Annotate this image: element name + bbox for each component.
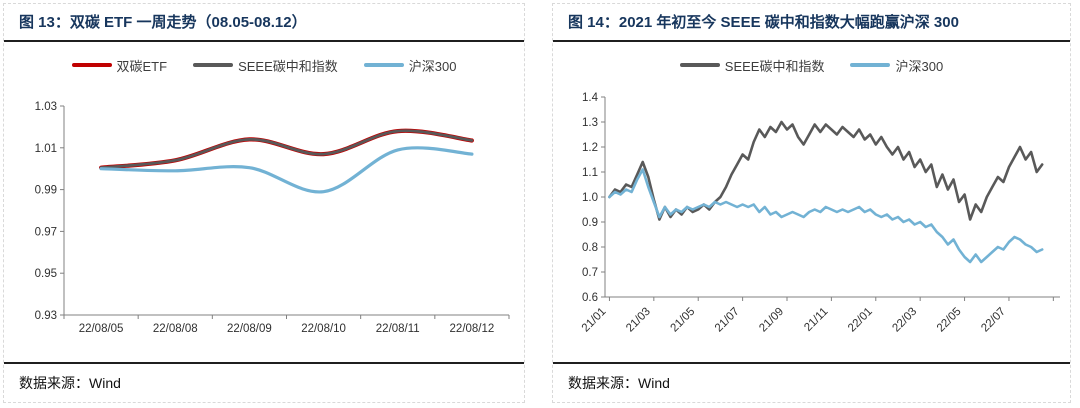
svg-text:22/08/08: 22/08/08	[153, 323, 198, 335]
svg-text:21/07: 21/07	[713, 306, 742, 335]
legend-line-swatch	[363, 63, 404, 67]
svg-text:22/08/09: 22/08/09	[227, 323, 272, 335]
figure-13-data-source: 数据来源：Wind	[4, 362, 524, 402]
figure-14-title: 图 14：2021 年初至今 SEEE 碳中和指数大幅跑赢沪深 300	[553, 4, 1070, 42]
svg-text:22/05: 22/05	[935, 306, 964, 335]
figure-14-panel: 图 14：2021 年初至今 SEEE 碳中和指数大幅跑赢沪深 300 SEEE…	[552, 3, 1071, 403]
figure-14-chart-area: SEEE碳中和指数 沪深300 1.4 1.3 1.2 1.1 1.0 0.9 0.8 0.7 0…	[553, 42, 1070, 362]
legend-label: 沪深300	[895, 58, 944, 74]
svg-text:1.1: 1.1	[582, 167, 598, 179]
svg-text:0.99: 0.99	[35, 185, 57, 197]
legend-item: 沪深300	[850, 56, 943, 75]
legend-label: SEEE碳中和指数	[724, 58, 825, 74]
legend-line-swatch	[193, 63, 234, 67]
svg-text:0.95: 0.95	[35, 268, 57, 280]
svg-text:1.01: 1.01	[35, 143, 57, 155]
svg-text:0.97: 0.97	[35, 226, 57, 238]
svg-text:22/08/12: 22/08/12	[450, 323, 495, 335]
legend-item: 沪深300	[363, 56, 457, 75]
figure-13-panel: 图 13：双碳 ETF 一周走势（08.05-08.12） 双碳ETF SEEE碳…	[3, 3, 525, 403]
legend-line-swatch	[71, 63, 112, 67]
svg-text:22/08/11: 22/08/11	[376, 323, 420, 335]
figure-13-legend: 双碳ETF SEEE碳中和指数 沪深300	[4, 42, 524, 80]
figure-14-data-source: 数据来源：Wind	[553, 362, 1070, 402]
legend-item: SEEE碳中和指数	[193, 56, 338, 75]
svg-text:1.3: 1.3	[582, 117, 598, 129]
figure-13-title: 图 13：双碳 ETF 一周走势（08.05-08.12）	[4, 4, 524, 42]
svg-text:0.7: 0.7	[582, 267, 598, 279]
legend-line-swatch	[679, 63, 720, 67]
legend-item: 双碳ETF	[71, 56, 168, 75]
figure-13-line-chart: 1.03 1.01 0.99 0.97 0.95 0.93 22/08/05 22/08/08…	[35, 101, 510, 335]
svg-text:21/09: 21/09	[757, 306, 786, 335]
source-label: 数据来源：Wind	[19, 375, 121, 391]
svg-text:1.0: 1.0	[582, 192, 598, 204]
svg-text:21/01: 21/01	[580, 306, 609, 335]
svg-text:21/11: 21/11	[802, 306, 830, 334]
legend-label: 双碳ETF	[116, 58, 168, 74]
svg-text:22/08/10: 22/08/10	[301, 323, 346, 335]
legend-label: 沪深300	[408, 58, 457, 74]
legend-label: SEEE碳中和指数	[238, 58, 338, 74]
svg-text:22/01: 22/01	[846, 306, 875, 335]
figure-13-chart-area: 双碳ETF SEEE碳中和指数 沪深300 1.03 1.01 0.99 0.97 0.95…	[4, 42, 524, 362]
svg-text:21/03: 21/03	[624, 306, 653, 335]
svg-text:22/03: 22/03	[890, 306, 919, 335]
figure-14-legend: SEEE碳中和指数 沪深300	[553, 42, 1070, 80]
svg-text:0.6: 0.6	[582, 292, 598, 304]
svg-text:1.03: 1.03	[35, 101, 57, 113]
svg-text:22/08/05: 22/08/05	[79, 323, 124, 335]
legend-item: SEEE碳中和指数	[679, 56, 825, 75]
source-label: 数据来源：Wind	[568, 375, 670, 391]
svg-text:0.8: 0.8	[582, 242, 598, 254]
svg-text:0.9: 0.9	[582, 217, 598, 229]
svg-text:1.2: 1.2	[582, 142, 598, 154]
svg-text:1.4: 1.4	[582, 92, 599, 104]
figure-14-line-chart: 1.4 1.3 1.2 1.1 1.0 0.9 0.8 0.7 0.6 21/01 21/03 21/…	[580, 92, 1060, 335]
svg-text:21/05: 21/05	[669, 306, 698, 335]
legend-line-swatch	[850, 63, 891, 67]
svg-text:22/07: 22/07	[979, 306, 1008, 335]
svg-text:0.93: 0.93	[35, 310, 57, 322]
